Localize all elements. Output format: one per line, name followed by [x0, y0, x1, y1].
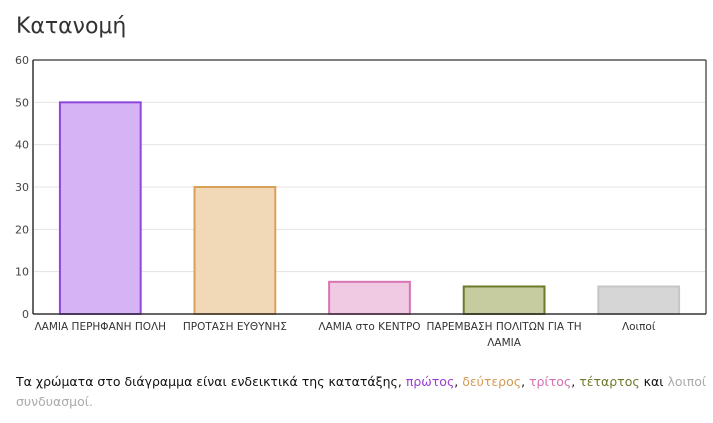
note-first: πρώτος — [405, 374, 455, 389]
y-tick-label: 20 — [15, 223, 29, 236]
bar-chart: 0 10 20 30 40 50 60 ΛΑΜΙΑ ΠΕΡΗΦΑΝΗ ΠΟΛΗ ΠΡΟΤΑΣΗ … — [15, 54, 707, 349]
chart-title: Κατανομή — [16, 14, 127, 39]
x-tick-label: Λοιποί — [622, 321, 656, 333]
note-separator: , — [454, 374, 463, 389]
x-tick-label: ΛΑΜΙΑ στο ΚΕΝΤΡΟ — [318, 321, 420, 333]
y-tick-label: 40 — [15, 139, 29, 152]
bar — [193, 186, 277, 315]
note-separator: , — [571, 374, 580, 389]
bar — [597, 285, 681, 316]
x-tick-label: ΠΡΟΤΑΣΗ ΕΥΘΥΝΗΣ — [183, 321, 287, 333]
y-tick-label: 60 — [15, 54, 29, 67]
note-second: δεύτερος — [462, 374, 522, 389]
bar — [462, 285, 546, 316]
x-tick-label: ΛΑΜΙΑ — [487, 337, 522, 349]
x-tick-label: ΠΑΡΕΜΒΑΣΗ ΠΟΛΙΤΩΝ ΓΙΑ ΤΗ — [426, 321, 581, 333]
color-legend-note: Τα χρώματα στο διάγραμμα είναι ενδεικτικ… — [16, 372, 706, 412]
x-tick-label: ΛΑΜΙΑ ΠΕΡΗΦΑΝΗ ΠΟΛΗ — [35, 321, 167, 333]
bar — [328, 280, 411, 315]
note-text: Τα χρώματα στο διάγραμμα είναι ενδεικτικ… — [16, 374, 406, 389]
y-tick-label: 10 — [15, 266, 29, 279]
note-and: και — [639, 374, 668, 389]
note-third: τρίτος — [529, 374, 572, 389]
note-fourth: τέταρτος — [579, 374, 640, 389]
y-tick-label: 30 — [15, 181, 29, 194]
y-tick-label: 0 — [22, 308, 29, 321]
bar — [58, 101, 142, 316]
note-separator: , — [521, 374, 530, 389]
note-rest: λοιποί συνδυασμοί. — [16, 374, 707, 409]
y-tick-label: 50 — [15, 96, 29, 109]
